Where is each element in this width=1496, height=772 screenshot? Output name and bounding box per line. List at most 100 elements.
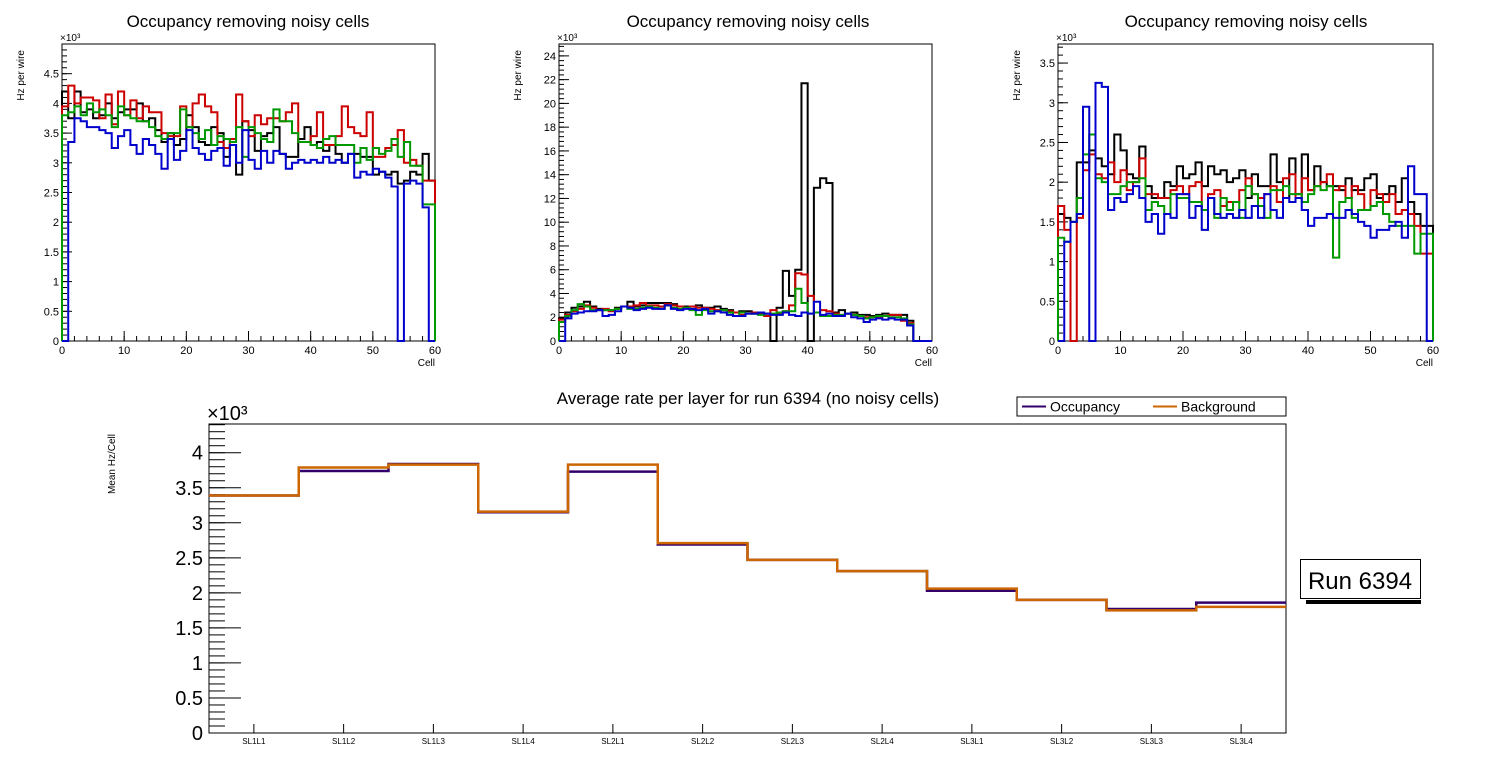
- x-tick-label: 20: [180, 345, 192, 357]
- y-multiplier-label: ×10³: [1056, 33, 1077, 44]
- y-tick-label: 2: [53, 217, 59, 229]
- legend-box: [1016, 396, 1287, 417]
- legend-label: Background: [1181, 399, 1256, 415]
- chart-title: Occupancy removing noisy cells: [1125, 12, 1368, 31]
- y-tick-label: 22: [544, 75, 556, 87]
- x-category-label: SL1L1: [242, 737, 266, 746]
- series-line-occupancy: [209, 462, 1286, 611]
- y-tick-label: 1: [192, 653, 203, 675]
- series-line-blue: [62, 117, 435, 342]
- legend: Occupancy Background: [1016, 396, 1287, 417]
- x-tick-label: 30: [242, 345, 254, 357]
- y-tick-label: 3: [53, 158, 59, 170]
- series-line-red: [61, 84, 436, 341]
- x-tick-label: 50: [864, 345, 876, 357]
- y-axis-label: Hz per wire: [1012, 50, 1023, 101]
- summary-panel: Average rate per layer for run 6394 (no …: [107, 389, 1421, 746]
- y-multiplier-label: ×10³: [207, 403, 248, 425]
- y-tick-label: 1.5: [1040, 217, 1055, 229]
- y-tick-label: 16: [544, 146, 556, 158]
- x-tick-label: 20: [1177, 345, 1189, 357]
- y-axis-label: Mean Hz/Cell: [107, 434, 118, 494]
- y-tick-label: 3.5: [1040, 58, 1055, 70]
- y-multiplier-label: ×10³: [60, 33, 81, 44]
- series-line-blue: [559, 300, 932, 342]
- x-tick-label: 10: [1114, 345, 1126, 357]
- x-tick-label: 40: [1302, 345, 1314, 357]
- chart-title: Average rate per layer for run 6394 (no …: [557, 389, 939, 408]
- y-tick-label: 1: [53, 277, 59, 289]
- chart-title: Occupancy removing noisy cells: [127, 12, 370, 31]
- x-category-label: SL3L4: [1230, 737, 1254, 746]
- run-annotation: Run 6394: [1300, 559, 1421, 604]
- y-tick-label: 2: [1049, 177, 1055, 189]
- y-tick-label: 0.5: [1040, 296, 1055, 308]
- y-tick-label: 0: [53, 336, 59, 348]
- y-multiplier-label: ×10³: [557, 33, 578, 44]
- chart-title: Occupancy removing noisy cells: [627, 12, 870, 31]
- x-category-label: SL2L2: [691, 737, 715, 746]
- annotation-text: Run 6394: [1308, 568, 1412, 595]
- histogram-panel-1: Occupancy removing noisy cells 0 0.5 1 1.5 2 2…: [16, 12, 441, 369]
- x-axis-label: Cell: [915, 358, 932, 369]
- series-line-red: [1057, 153, 1434, 342]
- annotation-box: [1300, 559, 1421, 599]
- histogram-panel-2: Occupancy removing noisy cells0246810121…: [513, 12, 938, 369]
- x-axis-label: Cell: [1416, 358, 1433, 369]
- y-tick-label: 18: [544, 122, 556, 134]
- plot-frame: [558, 43, 933, 342]
- series-line-black: [1057, 133, 1434, 341]
- y-tick-label: 20: [544, 98, 556, 110]
- x-tick-label: 0: [1055, 345, 1061, 357]
- y-tick-label: 2: [550, 312, 556, 324]
- x-axis-label: Cell: [418, 358, 435, 369]
- annotation-shadow: [1306, 600, 1421, 604]
- x-tick-label: 0: [59, 345, 65, 357]
- y-tick-label: 0.5: [44, 306, 59, 318]
- x-tick-label: 50: [367, 345, 379, 357]
- y-tick-label: 4: [53, 98, 59, 110]
- y-tick-label: 12: [544, 193, 556, 205]
- x-tick-label: 10: [615, 345, 627, 357]
- x-tick-label: 40: [802, 345, 814, 357]
- y-tick-label: 0.5: [175, 688, 203, 710]
- x-category-label: SL3L2: [1050, 737, 1074, 746]
- histogram-panel-3: Occupancy removing noisy cells 0 0.5 1 1.5 2 2…: [1012, 12, 1439, 369]
- y-tick-label: 1: [1049, 257, 1055, 269]
- series-line-black: [558, 82, 932, 342]
- y-tick-label: 24: [544, 51, 556, 63]
- y-tick-label: 4: [550, 288, 556, 300]
- x-category-label: SL1L2: [332, 737, 356, 746]
- x-category-label: SL1L3: [422, 737, 446, 746]
- y-axis-label: Hz per wire: [513, 50, 524, 101]
- y-tick-label: 1.5: [44, 247, 59, 259]
- x-tick-label: 60: [429, 345, 441, 357]
- y-tick-label: 3: [192, 513, 203, 535]
- y-tick-label: 3.5: [44, 128, 59, 140]
- x-category-label: SL3L3: [1140, 737, 1164, 746]
- y-tick-label: 0: [192, 723, 203, 745]
- x-category-label: SL2L1: [601, 737, 625, 746]
- y-tick-label: 2.5: [44, 188, 59, 200]
- series-line-background: [209, 463, 1286, 612]
- series-line-blue: [1058, 81, 1433, 342]
- y-tick-label: 2.5: [1040, 137, 1055, 149]
- x-tick-label: 0: [556, 345, 562, 357]
- plot-frame: [61, 43, 436, 342]
- y-tick-label: 14: [544, 170, 556, 182]
- y-tick-label: 1.5: [175, 618, 203, 640]
- x-tick-label: 20: [677, 345, 689, 357]
- y-tick-label: 3: [1049, 98, 1055, 110]
- y-axis-label: Hz per wire: [16, 50, 27, 101]
- y-tick-label: 3.5: [175, 478, 203, 500]
- x-category-label: SL2L4: [871, 737, 895, 746]
- series-line-green: [1057, 133, 1434, 341]
- y-tick-label: 4: [192, 443, 203, 465]
- x-category-label: SL1L4: [512, 737, 536, 746]
- y-tick-label: 0: [550, 336, 556, 348]
- y-tick-label: 2.5: [175, 548, 203, 570]
- y-tick-label: 10: [544, 217, 556, 229]
- y-tick-label: 6: [550, 265, 556, 277]
- x-tick-label: 30: [739, 345, 751, 357]
